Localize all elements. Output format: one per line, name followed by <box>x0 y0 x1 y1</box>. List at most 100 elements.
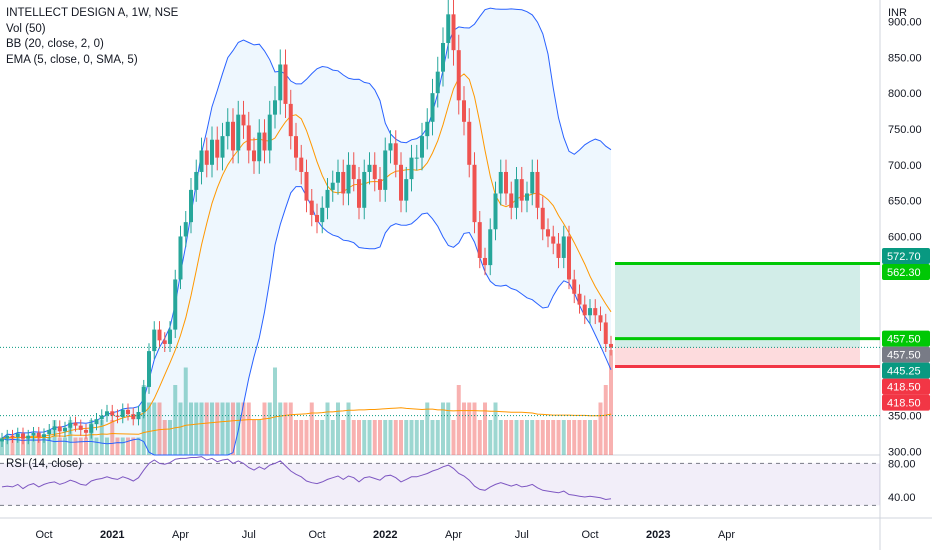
volume-bar <box>199 402 204 455</box>
candle-body <box>21 433 25 439</box>
candle-body <box>215 139 220 158</box>
candle-body <box>131 414 136 420</box>
candle-body <box>267 114 272 151</box>
volume-bar <box>288 402 293 455</box>
legend-ema-indicator[interactable]: EMA (5, close, 0, SMA, 5) <box>6 53 138 66</box>
candle-body <box>126 409 130 415</box>
candle-body <box>68 422 73 428</box>
candle-body <box>404 179 409 201</box>
candle-body <box>168 329 172 344</box>
volume-bar <box>57 437 62 455</box>
price-tick-label: 850.00 <box>888 52 922 64</box>
price-axis-badge-label: 418.50 <box>887 398 921 410</box>
volume-bar <box>330 420 335 455</box>
volume-bar <box>299 420 304 455</box>
candle-body <box>561 236 566 258</box>
candle-body <box>467 121 472 165</box>
volume-bar <box>556 420 561 455</box>
candle-body <box>162 340 167 344</box>
candle-body <box>530 171 535 194</box>
candle-body <box>31 432 36 436</box>
volume-bar <box>120 437 125 455</box>
candle-body <box>63 427 67 432</box>
candle-body <box>609 343 613 348</box>
volume-bar <box>577 420 582 455</box>
time-tick-label: Apr <box>718 529 735 541</box>
rsi-legend[interactable]: RSI (14, close) <box>6 458 83 470</box>
volume-bar <box>231 402 235 455</box>
volume-bar <box>519 420 524 455</box>
volume-bar <box>99 420 104 455</box>
volume-bar <box>136 437 141 455</box>
candle-body <box>231 121 235 151</box>
candle-body <box>257 132 262 162</box>
candle-body <box>178 236 183 280</box>
candle-body <box>593 308 598 316</box>
bollinger-band-fill <box>2 8 611 455</box>
volume-bar <box>609 350 613 455</box>
price-tick-label: 300.00 <box>888 446 922 458</box>
volume-bar <box>336 402 340 455</box>
legend-volume-indicator[interactable]: Vol (50) <box>6 22 46 35</box>
volume-bar <box>341 420 346 455</box>
volume-bar <box>21 437 25 455</box>
candle-body <box>204 150 209 165</box>
candle-body <box>351 164 356 180</box>
volume-bar <box>173 385 178 455</box>
rsi-band <box>0 463 880 506</box>
candle-body <box>278 64 283 101</box>
volume-bar <box>483 402 487 455</box>
candle-body <box>36 432 41 438</box>
legend-symbol-title[interactable]: INTELLECT DESIGN A, 1W, NSE <box>6 7 179 19</box>
candle-body <box>598 315 603 323</box>
volume-bar <box>215 402 220 455</box>
volume-bar <box>241 402 246 455</box>
price-tick-label: 750.00 <box>888 124 922 136</box>
candle-body <box>94 419 99 425</box>
price-axis-badge <box>882 248 930 265</box>
volume-bar <box>572 420 577 455</box>
legend-bollinger-indicator[interactable]: BB (20, close, 2, 0) <box>6 38 104 50</box>
volume-bar <box>73 437 78 455</box>
candle-body <box>315 214 319 223</box>
volume-bar <box>47 437 52 455</box>
candle-body <box>551 236 556 244</box>
volume-bar <box>257 420 262 455</box>
volume-bar <box>414 420 419 455</box>
volume-bar <box>351 420 356 455</box>
time-tick-label: Oct <box>581 529 598 541</box>
volume-bar <box>498 420 503 455</box>
volume-bar <box>383 420 388 455</box>
candle-body <box>189 189 193 223</box>
volume-bar <box>36 437 41 455</box>
volume-bar <box>325 402 330 455</box>
volume-bar <box>593 420 598 455</box>
candle-body <box>52 426 57 430</box>
volume-bar <box>530 420 535 455</box>
volume-bar <box>451 420 456 455</box>
candle-body <box>577 293 582 305</box>
candle-body <box>378 179 382 190</box>
price-axis-badge-label: 562.30 <box>887 267 921 279</box>
volume-bar <box>115 437 120 455</box>
candle-body <box>273 100 277 115</box>
volume-bar <box>404 420 409 455</box>
candle-body <box>283 64 288 104</box>
volume-bar <box>294 420 298 455</box>
candle-body <box>399 164 403 201</box>
volume-bar <box>141 385 146 455</box>
price-tick-label: 800.00 <box>888 88 922 100</box>
volume-bar <box>304 420 309 455</box>
time-tick-label: Apr <box>172 529 189 541</box>
volume-bar <box>273 367 277 455</box>
volume-bar <box>357 420 361 455</box>
price-tick-label: 650.00 <box>888 196 922 208</box>
candle-body <box>409 157 414 180</box>
volume-bar <box>315 420 319 455</box>
candle-body <box>393 143 398 165</box>
volume-bar <box>252 420 256 455</box>
candle-body <box>477 222 482 258</box>
volume-bar <box>94 437 99 455</box>
